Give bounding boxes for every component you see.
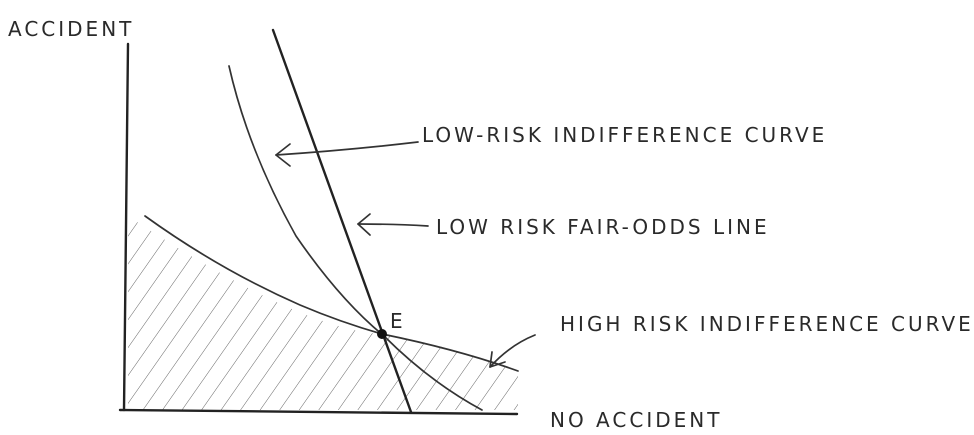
x-axis-label: NO ACCIDENT (550, 408, 722, 432)
high-risk-indifference-label: HIGH RISK INDIFFERENCE CURVE (560, 312, 974, 336)
annotation-arrow-low-risk-indifference (275, 141, 419, 167)
high-risk-indifference-curve (144, 215, 519, 372)
point-e-marker (377, 329, 387, 339)
low-risk-indifference-curve (228, 65, 483, 411)
fair-odds-label: LOW RISK FAIR-ODDS LINE (436, 215, 770, 239)
axes (118, 42, 519, 416)
low-risk-fair-odds-line (271, 28, 413, 414)
point-e-label: E (390, 309, 406, 333)
y-axis (122, 42, 130, 412)
low-risk-indifference-label: LOW-RISK INDIFFERENCE CURVE (422, 123, 827, 147)
y-axis-label: ACCIDENT (8, 17, 134, 41)
annotation-arrow-high-risk-indifference (489, 334, 536, 368)
annotation-arrow-fair-odds (357, 213, 429, 236)
x-axis (118, 408, 519, 416)
